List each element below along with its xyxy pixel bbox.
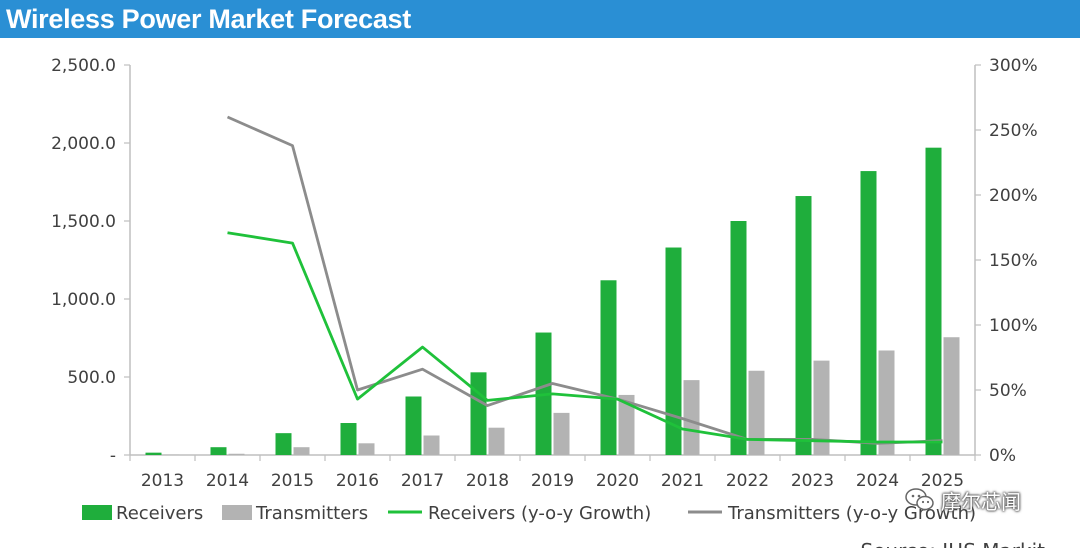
y2-tick-label: 150%	[989, 251, 1038, 271]
chart-title: Wireless Power Market Forecast	[6, 4, 411, 34]
y-tick-label: -	[110, 446, 116, 466]
title-bar: Wireless Power Market Forecast	[0, 0, 1080, 38]
watermark: 摩尔芯闻	[905, 486, 1021, 514]
bar-transmitters	[553, 412, 570, 455]
legend-swatch-1	[222, 505, 252, 520]
legend-label: Transmitters	[255, 503, 368, 524]
y-tick-label: 2,500.0	[51, 56, 116, 76]
x-tick-label: 2017	[401, 471, 444, 491]
x-tick-label: 2013	[141, 471, 184, 491]
y2-tick-label: 100%	[989, 316, 1038, 336]
y2-tick-label: 50%	[989, 381, 1027, 401]
y-tick-label: 2,000.0	[51, 134, 116, 154]
x-tick-label: 2019	[531, 471, 574, 491]
x-tick-label: 2016	[336, 471, 379, 491]
x-tick-label: 2021	[661, 471, 704, 491]
bar-receivers	[860, 171, 877, 455]
bar-receivers	[405, 396, 422, 455]
bar-receivers	[470, 372, 487, 455]
bar-transmitters	[228, 453, 245, 455]
legend-swatch-0	[82, 505, 112, 520]
source-label: Source: IHS Markit	[861, 539, 1046, 548]
bar-transmitters	[488, 427, 505, 455]
bar-transmitters	[358, 443, 375, 455]
y2-tick-label: 250%	[989, 121, 1038, 141]
x-tick-label: 2024	[856, 471, 899, 491]
bar-receivers	[145, 452, 162, 455]
x-tick-label: 2020	[596, 471, 639, 491]
x-tick-label: 2018	[466, 471, 509, 491]
bar-receivers	[730, 221, 747, 455]
x-tick-label: 2025	[921, 471, 964, 491]
legend-label: Transmitters (y-o-y Growth)	[727, 503, 976, 524]
bar-transmitters	[748, 370, 765, 455]
bar-transmitters	[813, 360, 830, 455]
bar-transmitters	[293, 447, 310, 455]
line-transmitters-growth	[226, 115, 943, 445]
line-receivers-growth	[227, 231, 943, 444]
y2-tick-label: 0%	[989, 446, 1016, 466]
bar-receivers	[795, 196, 812, 456]
bar-transmitters	[878, 350, 895, 455]
bar-receivers	[210, 447, 227, 455]
x-tick-label: 2022	[726, 471, 769, 491]
y-tick-label: 500.0	[67, 368, 116, 388]
legend-label: Receivers (y-o-y Growth)	[428, 503, 651, 524]
watermark-label: 摩尔芯闻	[941, 489, 1021, 514]
x-tick-label: 2014	[206, 471, 249, 491]
bar-transmitters	[423, 435, 440, 455]
bar-receivers	[925, 147, 942, 455]
legend-label: Receivers	[116, 503, 203, 524]
wechat-icon	[905, 488, 934, 511]
bar-receivers	[600, 280, 617, 455]
bar-transmitters	[683, 380, 700, 455]
x-tick-label: 2015	[271, 471, 314, 491]
x-tick-label: 2023	[791, 471, 834, 491]
y-tick-label: 1,500.0	[51, 212, 116, 232]
bar-transmitters	[618, 394, 635, 455]
bar-receivers	[340, 423, 357, 455]
bar-receivers	[275, 433, 292, 455]
y-tick-label: 1,000.0	[51, 290, 116, 310]
bar-transmitters	[943, 337, 960, 455]
bar-receivers	[665, 247, 682, 455]
y2-tick-label: 200%	[989, 186, 1038, 206]
y2-tick-label: 300%	[989, 56, 1038, 76]
